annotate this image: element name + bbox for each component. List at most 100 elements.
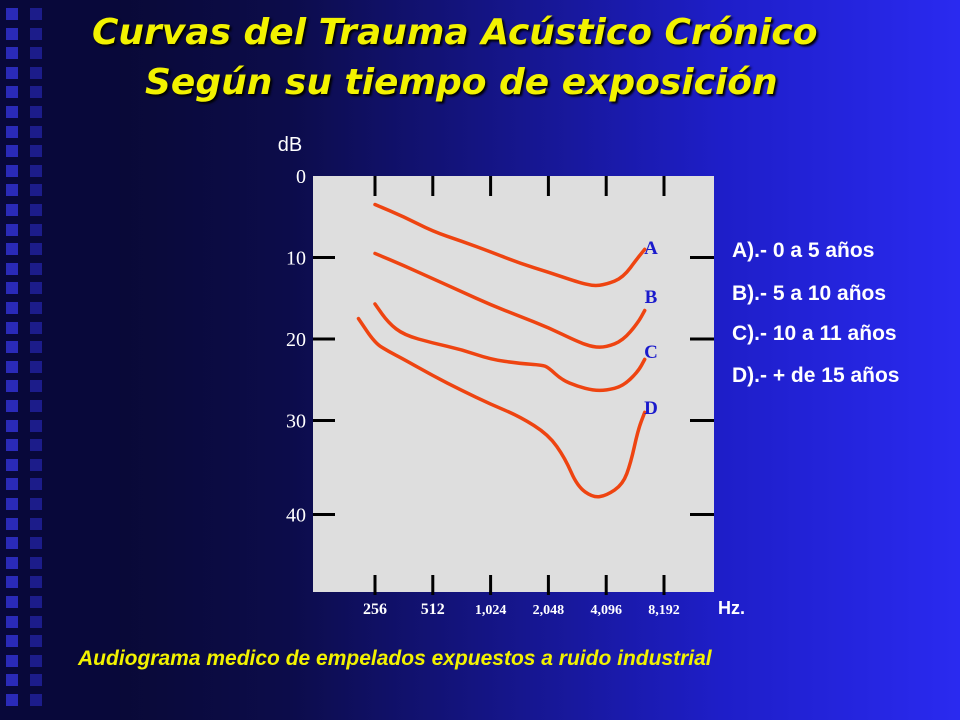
decorative-square: [30, 184, 42, 197]
decorative-square: [6, 556, 18, 569]
curve-label-d: D: [644, 398, 658, 419]
decorative-square: [30, 106, 42, 118]
decorative-square: [6, 8, 18, 20]
curve-a: [373, 202, 647, 288]
decorative-square: [6, 674, 18, 687]
decorative-square: [6, 27, 18, 40]
legend-item-b: B).- 5 a 10 años: [732, 282, 887, 305]
x-tick-label-1: 512: [421, 601, 445, 618]
decorative-square: [30, 282, 42, 295]
decorative-square: [6, 184, 18, 197]
curve-layer: [356, 202, 647, 499]
chart-caption: Audiograma medico de empelados expuestos…: [78, 647, 712, 670]
decorative-square: [6, 145, 18, 158]
decorative-square: [6, 498, 18, 510]
decorative-square: [6, 596, 18, 608]
decorative-square: [6, 47, 18, 60]
x-axis-label: Hz.: [718, 598, 745, 618]
decorative-square: [30, 596, 42, 608]
curve-c: [373, 302, 647, 393]
decorative-square: [6, 537, 18, 550]
decorative-square: [6, 360, 18, 373]
decorative-square: [6, 458, 18, 471]
decorative-square: [30, 86, 42, 99]
decorative-square: [6, 164, 18, 177]
y-tick-label-0: 0: [296, 166, 306, 188]
decorative-square: [6, 262, 18, 275]
decorative-square: [6, 635, 18, 648]
decorative-square: [30, 321, 42, 334]
decorative-square: [30, 145, 42, 158]
decorative-square: [30, 419, 42, 432]
legend-item-d: D).- + de 15 años: [732, 364, 900, 387]
decorative-square: [30, 615, 42, 628]
decorative-square: [6, 694, 18, 706]
title-line-2: Según su tiempo de exposición: [145, 62, 778, 103]
y-tick-label-30: 30: [286, 411, 306, 433]
decorative-square: [30, 47, 42, 60]
x-tick-label-4: 4,096: [590, 603, 622, 618]
decorative-square: [6, 517, 18, 530]
decorative-square: [6, 282, 18, 295]
decorative-square: [30, 223, 42, 236]
decorative-square: [30, 556, 42, 569]
y-tick-label-10: 10: [286, 248, 306, 270]
x-tick-label-2: 1,024: [475, 603, 507, 618]
decorative-square: [30, 537, 42, 550]
decorative-square: [30, 243, 42, 256]
decorative-square: [6, 400, 18, 412]
decorative-square: [30, 164, 42, 177]
title-line-1: Curvas del Trauma Acústico Crónico: [92, 12, 818, 53]
decorative-square: [30, 360, 42, 373]
y-tick-label-40: 40: [286, 505, 306, 527]
decorative-square: [6, 380, 18, 393]
decorative-square: [6, 439, 18, 452]
decorative-square: [30, 27, 42, 40]
decorative-square: [30, 674, 42, 687]
decorative-square: [30, 439, 42, 452]
decorative-square: [30, 654, 42, 667]
decorative-square: [30, 262, 42, 275]
decorative-square: [6, 223, 18, 236]
decorative-square: [6, 125, 18, 138]
curve-label-c: C: [644, 342, 658, 363]
decorative-square: [30, 694, 42, 706]
decorative-square: [6, 478, 18, 491]
label-layer: dB 0 10 20 30 40 256 512 1,024 2,048 4,096 8,192 Hz.…: [278, 134, 745, 618]
decorative-square: [30, 8, 42, 20]
decorative-square: [6, 321, 18, 334]
decorative-square: [6, 106, 18, 118]
tick-marks: [313, 176, 714, 595]
curve-b: [373, 251, 647, 349]
decorative-square: [30, 576, 42, 589]
decorative-square: [30, 458, 42, 471]
decorative-square: [6, 243, 18, 256]
decorative-square: [6, 576, 18, 589]
decorative-square: [30, 66, 42, 79]
decorative-square: [6, 419, 18, 432]
decorative-square: [30, 380, 42, 393]
decorative-square: [30, 302, 42, 314]
decorative-square: [30, 517, 42, 530]
decorative-square: [30, 400, 42, 412]
decorative-square: [6, 654, 18, 667]
decorative-square: [30, 635, 42, 648]
legend-item-c: C).- 10 a 11 años: [732, 322, 897, 345]
decorative-square: [30, 204, 42, 216]
decorative-square: [6, 66, 18, 79]
decorative-square: [30, 498, 42, 510]
decorative-square: [6, 341, 18, 354]
plot-area: [313, 176, 714, 592]
x-tick-label-5: 8,192: [648, 603, 680, 618]
y-axis-label: dB: [278, 134, 302, 156]
decorative-square: [30, 125, 42, 138]
curve-label-a: A: [644, 238, 658, 259]
x-tick-label-3: 2,048: [533, 603, 565, 618]
decorative-square: [6, 86, 18, 99]
decorative-square: [6, 204, 18, 216]
curve-d: [356, 316, 647, 499]
x-tick-label-0: 256: [363, 601, 387, 618]
y-tick-label-20: 20: [286, 329, 306, 351]
decorative-side-panel: [0, 0, 120, 720]
